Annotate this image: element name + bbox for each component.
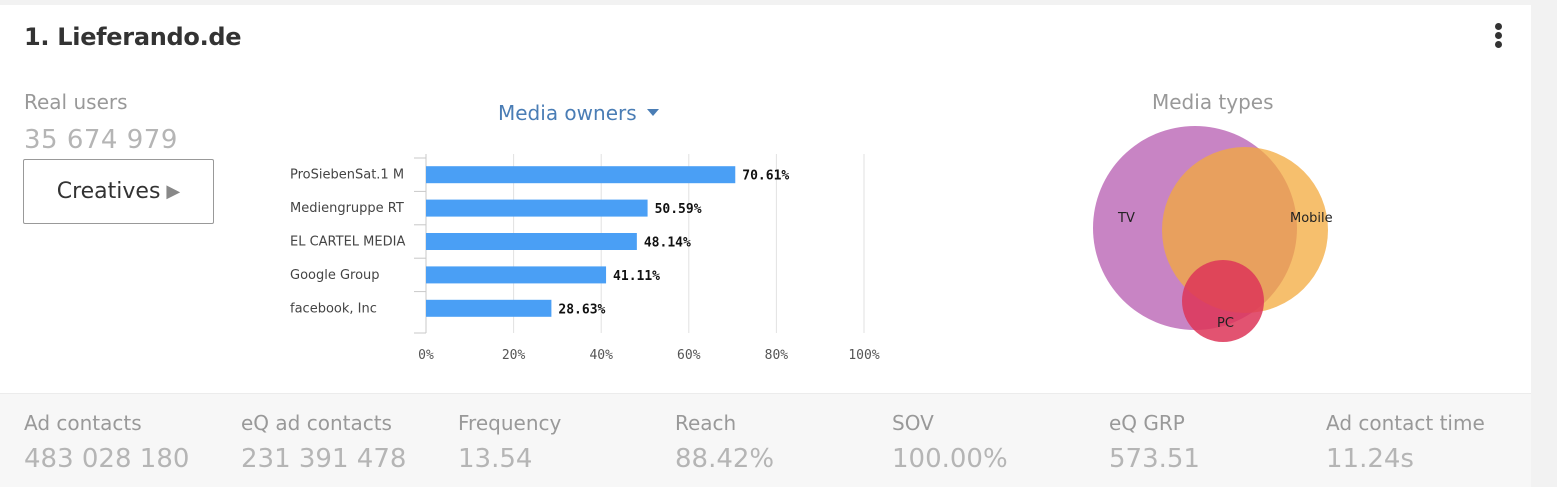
stat-value: 231 391 478	[241, 444, 407, 474]
category-label: Mediengruppe RT	[290, 201, 404, 216]
x-tick-label: 60%	[677, 348, 701, 363]
stat-label: Ad contacts	[24, 411, 142, 435]
creatives-button-label: Creatives	[56, 179, 161, 204]
media-types-title: Media types	[1152, 90, 1274, 114]
media-owners-dropdown[interactable]: Media owners	[498, 101, 659, 125]
x-tick-label: 40%	[589, 348, 613, 363]
stat-label: Frequency	[458, 411, 562, 435]
media-card: 1. Lieferando.de Real users 35 674 979 C…	[0, 5, 1531, 487]
bar	[426, 166, 736, 184]
data-label: 28.63%	[558, 302, 605, 317]
stat-label: Ad contact time	[1326, 411, 1485, 435]
bar	[426, 233, 637, 250]
data-label: 48.14%	[644, 236, 691, 251]
venn-label-mobile: Mobile	[1290, 211, 1333, 226]
x-tick-label: 20%	[502, 348, 526, 363]
stat-value: 11.24s	[1326, 444, 1414, 474]
stat-value: 88.42%	[675, 444, 775, 474]
stat-frequency: Frequency 13.54	[458, 411, 561, 474]
stat-label: Reach	[675, 411, 737, 435]
stat-label: eQ GRP	[1109, 411, 1185, 435]
stat-value: 483 028 180	[24, 444, 190, 474]
real-users-value: 35 674 979	[24, 125, 178, 155]
data-label: 50.59%	[655, 202, 702, 217]
stat-label: SOV	[892, 411, 934, 435]
stat-eq-ad-contacts: eQ ad contacts 231 391 478	[241, 411, 406, 474]
venn-label-pc: PC	[1217, 316, 1234, 331]
bar	[426, 299, 552, 317]
category-label: facebook, Inc	[290, 301, 377, 316]
bar	[426, 199, 648, 217]
stat-value: 100.00%	[892, 444, 1008, 474]
media-owners-bar-chart: 0% 20% 40% 60% 80% 100% ProSiebenSat.1 M 70.61%…	[290, 154, 880, 363]
creatives-button[interactable]: Creatives ▶	[23, 159, 214, 224]
data-label: 70.61%	[742, 169, 789, 184]
bar	[426, 266, 607, 284]
play-icon: ▶	[166, 181, 181, 202]
real-users-label: Real users	[24, 90, 128, 114]
stat-ad-contact-time: Ad contact time 11.24s	[1326, 411, 1485, 474]
venn-label-tv: TV	[1117, 211, 1135, 226]
media-types-venn-diagram: TV Mobile PC	[1093, 126, 1333, 342]
stats-bar: Ad contacts 483 028 180 eQ ad contacts 2…	[0, 393, 1531, 487]
stat-reach: Reach 88.42%	[675, 411, 774, 474]
stat-label: eQ ad contacts	[241, 411, 392, 435]
more-vertical-icon[interactable]	[1488, 21, 1510, 51]
venn-circle-pc	[1182, 260, 1264, 342]
x-tick-label: 100%	[848, 348, 879, 363]
stat-ad-contacts: Ad contacts 483 028 180	[24, 411, 189, 474]
stat-value: 13.54	[458, 444, 533, 474]
caret-down-icon	[646, 109, 659, 116]
x-tick-label: 80%	[765, 348, 789, 363]
data-label: 41.11%	[613, 269, 660, 284]
card-title: 1. Lieferando.de	[24, 23, 242, 51]
category-label: ProSiebenSat.1 M	[290, 168, 404, 183]
stat-value: 573.51	[1109, 444, 1200, 474]
stat-sov: SOV 100.00%	[892, 411, 1008, 474]
category-label: EL CARTEL MEDIA	[290, 235, 405, 250]
stat-eq-grp: eQ GRP 573.51	[1109, 411, 1200, 474]
category-label: Google Group	[290, 268, 380, 283]
media-owners-title: Media owners	[498, 101, 637, 125]
x-tick-label: 0%	[418, 348, 434, 363]
